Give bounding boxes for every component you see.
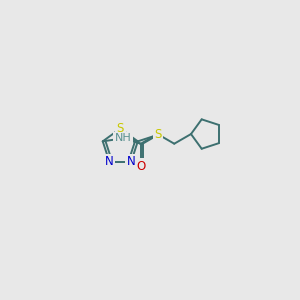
Text: O: O	[136, 160, 146, 172]
Text: N: N	[105, 155, 114, 168]
Text: N: N	[127, 155, 136, 168]
Text: S: S	[117, 122, 124, 135]
Text: S: S	[154, 128, 162, 141]
Text: NH: NH	[115, 134, 131, 143]
